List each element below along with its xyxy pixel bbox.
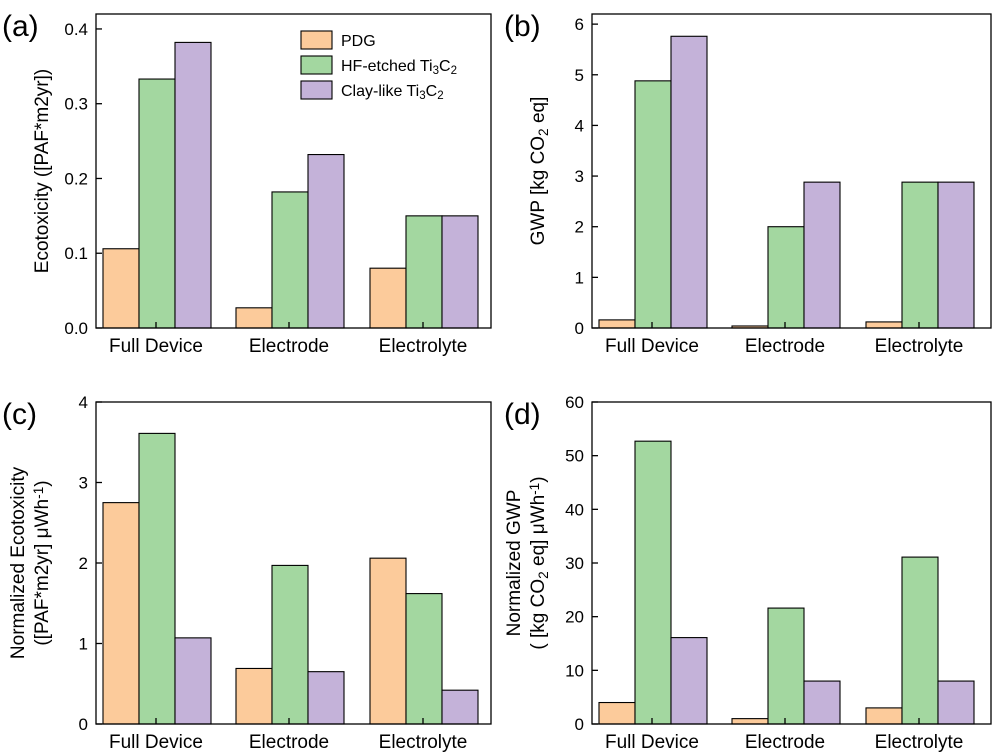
category-label: Electrode <box>249 732 329 753</box>
bar-clay-like-electrode <box>803 680 841 725</box>
panel-b: (b) 0 1 2 3 4 5 6 Full Device Electrode Electrolyt… <box>504 10 992 357</box>
y-tick-label: 2 <box>575 218 584 237</box>
bar-hf-etched-full-device <box>634 80 672 329</box>
y-axis-title: Ecotoxicity ([PAF*m2yr]) <box>32 69 53 273</box>
panel-a: (a) 0.0 0.1 0.2 0.3 0.4 Full Device Electrode El… <box>2 10 492 357</box>
y-tick-label: 0.4 <box>64 20 88 39</box>
bar-hf-etched-full-device <box>138 78 176 329</box>
legend-label: PDG <box>341 33 376 50</box>
bar-pdg-electrode <box>235 667 273 725</box>
y-tick-label: 50 <box>565 447 584 466</box>
bar-pdg-electrolyte <box>865 707 903 725</box>
legend: PDG HF-etched Ti3C2 Clay-like Ti3C2 <box>300 30 457 102</box>
bar-pdg-electrolyte <box>369 557 407 725</box>
bar-pdg-full-device <box>102 248 140 329</box>
bar-clay-like-electrolyte <box>441 689 479 725</box>
bar-clay-like-electrolyte <box>937 181 975 329</box>
legend-swatch-hf-etched <box>300 55 333 75</box>
y-tick-label: 1 <box>79 635 88 654</box>
y-tick-label: 0 <box>575 319 584 338</box>
y-tick-label: 4 <box>575 116 584 135</box>
category-label: Electrode <box>745 336 825 357</box>
category-label: Electrolyte <box>379 732 468 753</box>
category-label: Full Device <box>109 732 203 753</box>
bar-hf-etched-electrolyte <box>405 215 443 329</box>
bar-pdg-electrolyte <box>865 321 903 329</box>
y-tick-label: 0.2 <box>64 169 88 188</box>
category-label: Electrolyte <box>379 336 468 357</box>
y-tick-label: 1 <box>575 268 584 287</box>
bar-hf-etched-electrode <box>271 191 309 329</box>
y-tick-label: 0 <box>575 715 584 734</box>
panel-d: (d) 0 10 20 30 40 50 60 Full Device Electrode Elec… <box>504 393 992 753</box>
legend-swatch-clay-like <box>300 80 333 100</box>
bar-clay-like-electrode <box>803 181 841 329</box>
y-tick-label: 6 <box>575 15 584 34</box>
panel-label: (c) <box>2 398 37 431</box>
panel-label: (b) <box>504 10 541 43</box>
bar-clay-like-electrolyte <box>937 680 975 725</box>
bar-hf-etched-electrode <box>271 564 309 725</box>
y-tick-label: 0 <box>79 715 88 734</box>
y-axis-title: ([PAF*m2yr] μWh-1) <box>31 480 53 645</box>
bar-hf-etched-electrode <box>767 607 805 725</box>
bar-clay-like-full-device <box>670 637 708 725</box>
category-label: Full Device <box>605 336 699 357</box>
plot-frame <box>591 13 992 329</box>
panel-c: (c) 0 1 2 3 4 Full Device Electrode Electrolyte N… <box>2 393 492 753</box>
bar-pdg-full-device <box>598 701 636 725</box>
panel-label: (d) <box>504 398 541 431</box>
bar-pdg-electrolyte <box>369 267 407 329</box>
bar-hf-etched-electrolyte <box>901 181 939 329</box>
legend-label: Clay-like Ti3C2 <box>341 83 444 102</box>
bar-hf-etched-electrode <box>767 226 805 329</box>
y-tick-label: 5 <box>575 66 584 85</box>
y-tick-label: 0.1 <box>64 244 88 263</box>
panel-label: (a) <box>2 10 39 43</box>
bar-clay-like-electrode <box>307 154 345 329</box>
y-tick-label: 3 <box>575 167 584 186</box>
bar-pdg-electrode <box>235 307 273 329</box>
y-axis-title: ( [kg CO2 eq] μWh-1) <box>527 476 551 649</box>
y-tick-label: 2 <box>79 554 88 573</box>
legend-swatch-pdg <box>300 30 333 50</box>
bar-hf-etched-full-device <box>138 432 176 725</box>
bar-hf-etched-electrolyte <box>901 556 939 725</box>
y-tick-label: 60 <box>565 393 584 412</box>
bar-clay-like-full-device <box>670 35 708 329</box>
bar-clay-like-electrode <box>307 671 345 725</box>
bar-clay-like-full-device <box>174 637 212 725</box>
bar-pdg-electrode <box>731 718 769 725</box>
category-label: Full Device <box>109 336 203 357</box>
category-label: Full Device <box>605 732 699 753</box>
category-label: Electrode <box>249 336 329 357</box>
y-tick-label: 0.0 <box>64 319 88 338</box>
y-tick-label: 20 <box>565 608 584 627</box>
bar-clay-like-full-device <box>174 41 212 329</box>
y-axis-title: Normalized GWP <box>504 490 525 637</box>
y-axis-title: Normalized Ecotoxicity <box>8 466 29 659</box>
bar-pdg-full-device <box>598 319 636 329</box>
category-label: Electrolyte <box>875 732 964 753</box>
bar-clay-like-electrolyte <box>441 215 479 329</box>
bar-hf-etched-full-device <box>634 440 672 725</box>
bar-pdg-full-device <box>102 502 140 725</box>
legend-label: HF-etched Ti3C2 <box>341 58 457 77</box>
plot-frame <box>95 13 492 329</box>
category-label: Electrolyte <box>875 336 964 357</box>
y-tick-label: 3 <box>79 474 88 493</box>
y-tick-label: 4 <box>79 393 88 412</box>
y-tick-label: 40 <box>565 500 584 519</box>
y-tick-label: 0.3 <box>64 95 88 114</box>
y-tick-label: 10 <box>565 661 584 680</box>
y-axis-title: GWP [kg CO2 eq] <box>528 97 551 246</box>
category-label: Electrode <box>745 732 825 753</box>
y-tick-label: 30 <box>565 554 584 573</box>
bar-hf-etched-electrolyte <box>405 593 443 725</box>
